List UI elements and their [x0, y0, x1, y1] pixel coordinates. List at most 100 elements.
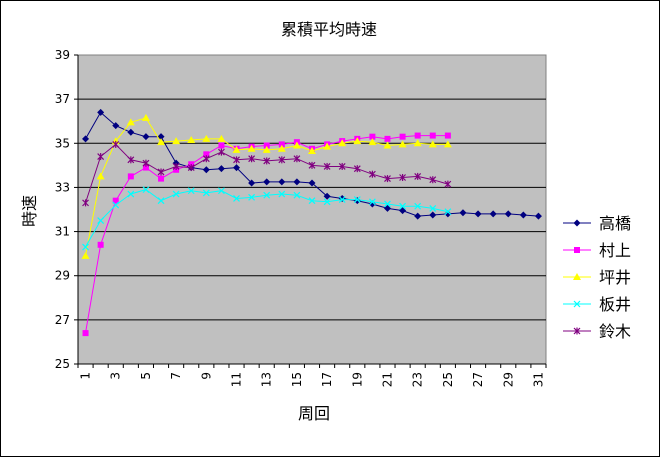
x-tick-label: 7: [169, 372, 183, 380]
data-point: [383, 204, 391, 212]
data-point: [323, 162, 331, 170]
y-tick-label: 31: [55, 225, 70, 239]
data-point: [127, 156, 135, 164]
data-point: [399, 133, 406, 140]
data-point: [444, 180, 452, 188]
data-point: [157, 133, 165, 141]
data-point: [217, 148, 225, 156]
data-point: [172, 190, 180, 198]
x-tick-label: 9: [199, 372, 213, 380]
data-point: [293, 155, 301, 163]
data-point: [127, 173, 134, 180]
data-point: [413, 139, 422, 147]
data-point: [429, 132, 436, 139]
data-point: [172, 162, 180, 170]
data-point: [444, 210, 452, 218]
data-point: [443, 140, 452, 148]
data-point: [112, 140, 120, 148]
data-point: [534, 212, 542, 220]
data-point: [232, 145, 241, 153]
data-point: [459, 209, 467, 217]
data-point: [429, 176, 437, 184]
data-point: [217, 134, 226, 142]
x-tick-label: 5: [139, 372, 153, 380]
data-point: [263, 142, 270, 149]
x-axis-label: 周回: [298, 404, 330, 423]
legend-label: 鈴木: [599, 322, 631, 341]
data-point: [573, 327, 581, 335]
data-point: [338, 196, 346, 203]
y-axis-label: 時速: [20, 195, 39, 227]
data-point: [573, 273, 581, 280]
legend-label: 村上: [599, 241, 631, 260]
legend-label: 高橋: [599, 214, 631, 233]
legend-label: 板井: [599, 295, 631, 314]
data-point: [504, 210, 512, 218]
data-point: [248, 193, 256, 201]
data-point: [384, 200, 391, 208]
series-5: [82, 140, 452, 207]
legend-item: 坪井: [563, 268, 631, 287]
data-point: [97, 241, 104, 248]
data-point: [157, 168, 165, 176]
data-point: [368, 198, 376, 206]
x-tick-label: 19: [350, 372, 364, 387]
data-point: [368, 138, 377, 146]
series-3: [81, 113, 452, 259]
legend-item: 鈴木: [563, 322, 631, 341]
data-point: [142, 133, 150, 141]
data-point: [142, 186, 150, 194]
data-point: [338, 139, 347, 147]
data-point: [142, 164, 149, 171]
legend-label: 坪井: [599, 268, 631, 287]
x-tick-label: 15: [290, 372, 304, 387]
data-point: [82, 199, 89, 207]
data-point: [399, 202, 407, 210]
data-point: [127, 128, 135, 136]
y-tick-label: 29: [55, 269, 70, 283]
series-2: [82, 132, 451, 337]
data-point: [263, 191, 271, 199]
data-point: [353, 196, 361, 203]
y-tick-label: 25: [55, 357, 70, 371]
data-point: [444, 132, 451, 139]
data-point: [308, 197, 316, 205]
data-point: [248, 155, 256, 163]
x-tick-label: 17: [320, 372, 334, 387]
data-point: [293, 191, 301, 199]
data-point: [323, 192, 331, 200]
data-point: [157, 138, 166, 146]
data-point: [82, 330, 89, 337]
data-point: [202, 134, 211, 142]
data-point: [429, 204, 437, 212]
data-point: [369, 133, 376, 140]
data-point: [293, 178, 301, 186]
data-point: [574, 247, 580, 253]
data-point: [217, 187, 225, 195]
data-point: [444, 208, 452, 216]
data-point: [202, 189, 210, 197]
y-axis-ticks: 25 27 29 31 33 35 37 39: [55, 48, 79, 371]
data-point: [172, 137, 181, 145]
data-point: [353, 137, 362, 145]
x-tick-label: 13: [260, 372, 274, 387]
data-point: [474, 210, 482, 218]
plot-area: [77, 54, 547, 365]
data-point: [263, 157, 271, 165]
x-tick-label: 25: [441, 372, 455, 387]
data-point: [97, 153, 105, 161]
x-axis-ticks: 1 3 5 7 9 11 13 15 17 19 21 23 25 27 29 31: [77, 363, 547, 387]
data-point: [141, 113, 150, 121]
data-point: [323, 198, 331, 206]
data-point: [248, 179, 256, 187]
data-point: [292, 141, 301, 149]
data-point: [338, 162, 346, 170]
data-point: [142, 159, 150, 167]
data-point: [263, 178, 271, 186]
x-tick-label: 3: [109, 372, 123, 380]
y-tick-label: 33: [55, 180, 70, 194]
data-point: [399, 173, 407, 181]
data-point: [82, 243, 89, 251]
